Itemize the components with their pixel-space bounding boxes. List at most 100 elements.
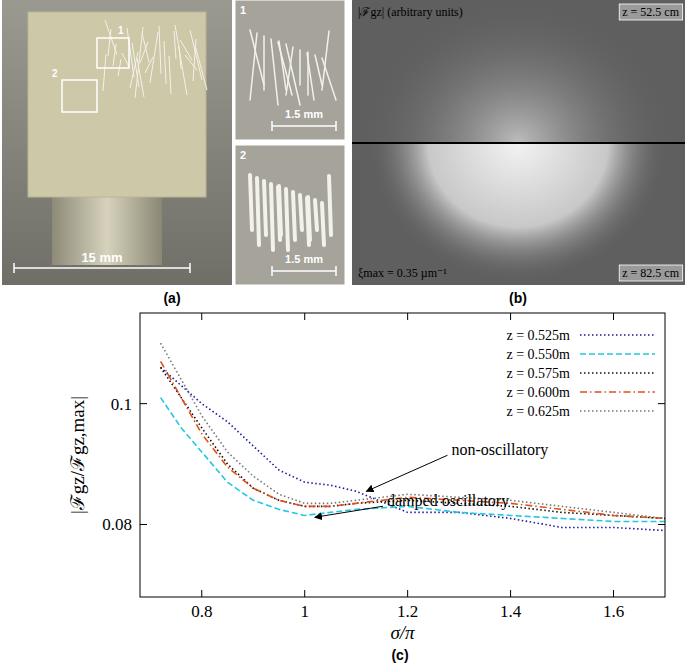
spectrum-upper bbox=[358, 0, 678, 143]
crystal bbox=[271, 39, 278, 105]
panel-a: 1 2 15 mm 1 1.5 mm 2 1.5 mm (a) bbox=[2, 0, 345, 306]
series-group bbox=[161, 343, 665, 530]
crystal bbox=[307, 53, 314, 100]
crystal bbox=[127, 28, 134, 77]
inset-number: 2 bbox=[240, 149, 246, 161]
x-tick bbox=[510, 590, 511, 597]
y-tick-label: 0.1 bbox=[111, 395, 132, 414]
box-1 bbox=[97, 38, 129, 68]
panel-label: (a) bbox=[163, 290, 180, 306]
scale-bar bbox=[272, 270, 336, 272]
x-tick-top bbox=[304, 313, 305, 320]
legend-label: z = 0.575m bbox=[507, 366, 571, 381]
y-tick-right bbox=[658, 403, 665, 404]
inset-border bbox=[235, 0, 345, 140]
legend-swatch bbox=[580, 372, 655, 374]
crystal bbox=[122, 53, 129, 67]
spectrum-lower bbox=[368, 143, 668, 283]
block bbox=[28, 12, 206, 197]
scale-bar-label: 1.5 mm bbox=[285, 253, 323, 265]
crystal bbox=[315, 55, 322, 85]
x-tick bbox=[613, 590, 614, 597]
crystal bbox=[307, 198, 309, 245]
figure: 1215 mm11.5 mm21.5 mm(a)|ℱgz| (arbitrary… bbox=[0, 0, 685, 664]
legend-swatch bbox=[580, 353, 655, 355]
panel-b-top-label: z = 52.5 cm bbox=[622, 5, 679, 19]
scale-bar-label: 15 mm bbox=[81, 250, 122, 265]
box-2 bbox=[62, 80, 97, 112]
x-tick bbox=[304, 590, 305, 597]
x-tick-top bbox=[510, 313, 511, 320]
crystal bbox=[263, 36, 265, 90]
annotation-text: damped oscillatory bbox=[387, 492, 509, 510]
crystal bbox=[159, 26, 161, 74]
crystal bbox=[286, 189, 288, 250]
x-tick-top bbox=[407, 313, 408, 320]
crystal bbox=[300, 195, 302, 230]
label-box bbox=[619, 4, 682, 20]
x-tick-label: 0.8 bbox=[191, 602, 212, 621]
scale-bar-end bbox=[271, 121, 273, 131]
inset-number: 1 bbox=[240, 4, 246, 16]
crystal bbox=[108, 29, 111, 56]
crystal bbox=[169, 56, 171, 94]
series-line bbox=[161, 361, 665, 518]
crystal bbox=[145, 57, 153, 73]
crystal bbox=[322, 31, 329, 90]
crystal bbox=[103, 54, 106, 91]
legend-swatch bbox=[580, 391, 655, 393]
crystal bbox=[130, 52, 138, 88]
crystal bbox=[299, 50, 301, 85]
crystal bbox=[250, 33, 257, 100]
series-line bbox=[161, 367, 665, 518]
crystal bbox=[271, 184, 273, 250]
photo-background bbox=[2, 0, 232, 285]
crystal bbox=[175, 25, 187, 95]
canvas: 1215 mm11.5 mm21.5 mm(a)|ℱgz| (arbitrary… bbox=[0, 0, 685, 664]
crystal bbox=[293, 192, 295, 240]
legend-label: z = 0.600m bbox=[507, 385, 571, 400]
legend-swatch bbox=[580, 410, 655, 412]
crystal bbox=[164, 41, 166, 84]
crystal bbox=[322, 58, 336, 100]
crystal bbox=[286, 44, 300, 105]
crystal bbox=[180, 40, 192, 60]
legend-label: z = 0.550m bbox=[507, 347, 571, 362]
inset-photo bbox=[235, 0, 345, 140]
x-tick-label: 1 bbox=[300, 602, 309, 621]
crystal bbox=[174, 31, 176, 59]
crystal bbox=[193, 39, 196, 81]
x-axis-label: σ/π bbox=[390, 622, 415, 643]
panel-c: 0.811.21.41.60.080.1z = 0.525mz = 0.550m… bbox=[67, 313, 665, 663]
crystal bbox=[250, 175, 252, 230]
crystal bbox=[190, 30, 202, 80]
box-label: 1 bbox=[118, 25, 124, 36]
crystal bbox=[185, 55, 197, 70]
crystal bbox=[264, 181, 266, 235]
crystal bbox=[322, 203, 324, 245]
legend-label: z = 0.625m bbox=[507, 404, 571, 419]
panel-b-xi-label: ξmax = 0.35 µm⁻¹ bbox=[358, 266, 447, 280]
series-line bbox=[161, 367, 665, 530]
x-tick bbox=[407, 590, 408, 597]
annotation-text: non-oscillatory bbox=[451, 441, 548, 459]
box-label: 2 bbox=[52, 68, 58, 79]
series-line bbox=[161, 398, 665, 522]
y-tick bbox=[140, 403, 147, 404]
series-line bbox=[161, 343, 665, 518]
x-tick-top bbox=[613, 313, 614, 320]
inset-border bbox=[235, 145, 345, 285]
scale-bar bbox=[272, 125, 336, 127]
crystal bbox=[135, 27, 143, 98]
scale-bar-end bbox=[271, 266, 273, 276]
crystal bbox=[329, 176, 331, 235]
y-tick-right bbox=[658, 524, 665, 525]
scale-bar-end bbox=[189, 263, 191, 273]
cylinder bbox=[52, 195, 162, 265]
crystal bbox=[137, 58, 144, 97]
scale-bar-label: 1.5 mm bbox=[285, 108, 323, 120]
annotation-arrow bbox=[366, 455, 447, 491]
scale-bar bbox=[14, 267, 190, 269]
crystal bbox=[195, 45, 207, 90]
annotation-arrow bbox=[315, 506, 383, 517]
